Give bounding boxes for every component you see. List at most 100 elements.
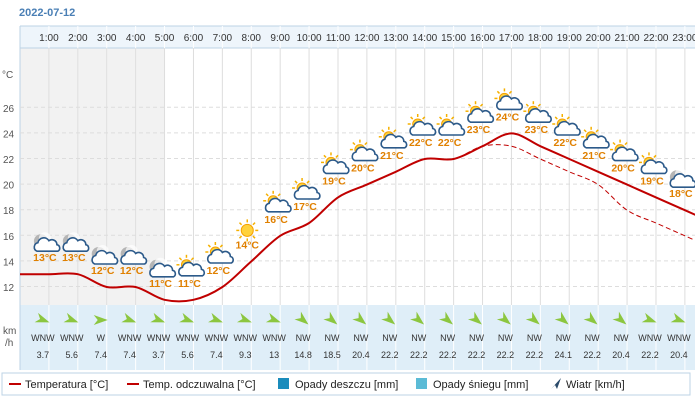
temp-label: 22°C [554, 137, 578, 149]
grid [20, 26, 695, 370]
wind-speed: 7.4 [94, 350, 107, 360]
temperature-lines [20, 132, 695, 303]
y-tick-label: 26 [3, 104, 15, 115]
wind-arrow-shape [323, 311, 338, 325]
hour-label: 15:00 [441, 33, 466, 44]
cloud-shape [380, 133, 408, 149]
cloud-shape [322, 159, 350, 175]
wind-speed: 18.5 [323, 350, 341, 360]
sun-ray [422, 116, 426, 120]
wind-arrow-shape [381, 311, 396, 325]
sun-ray [410, 116, 414, 120]
hour-label: 18:00 [528, 33, 553, 44]
wind-direction: NW [440, 333, 455, 343]
partly-cloudy-day-icon [407, 114, 437, 136]
wind-speed: 20.4 [352, 350, 370, 360]
cloud-shape [33, 237, 61, 252]
wind-arrow-shape [410, 311, 425, 325]
partly-cloudy-day-icon [320, 152, 350, 175]
hour-header-band [20, 26, 695, 48]
wind-direction: NW [614, 333, 629, 343]
temp-label: 12°C [207, 265, 231, 277]
hour-label: 20:00 [586, 33, 611, 44]
hour-label: 9:00 [270, 33, 290, 44]
wind-speed: 22.2 [410, 350, 428, 360]
partly-cloudy-night-icon [62, 232, 90, 252]
wind-arrow-shape [496, 311, 511, 325]
partly-cloudy-night-icon [91, 245, 119, 265]
sun-ray [583, 129, 587, 133]
cloud-shape [62, 237, 90, 252]
temp-label: 13°C [33, 252, 57, 264]
y-axis-unit: °C [2, 70, 13, 81]
temp-label: 19°C [640, 175, 664, 187]
wind-arrow-icon [265, 312, 281, 323]
sun-ray [496, 90, 501, 94]
y-tick-label: 12 [3, 283, 15, 294]
wind-arrow-icon [641, 312, 657, 323]
wind-arrow-shape [236, 312, 252, 323]
sun-ray [252, 222, 256, 226]
partly-cloudy-day-icon [436, 114, 466, 136]
hour-label: 11:00 [326, 33, 351, 44]
wind-direction: NW [382, 333, 397, 343]
sun-ray [352, 141, 356, 146]
hour-label: 14:00 [412, 33, 437, 44]
temp-label: 17°C [293, 201, 317, 213]
temp-label: 20°C [611, 163, 635, 175]
wind-direction: NW [324, 333, 339, 343]
wind-direction: NW [296, 333, 311, 343]
cloud-shape [409, 120, 437, 136]
temp-label: 22°C [409, 137, 433, 149]
wind-arrow-icon [583, 311, 598, 325]
hour-label: 12:00 [354, 33, 379, 44]
legend: Temperatura [°C] Temp. odczuwalna [°C] Opa… [1, 372, 691, 396]
partly-cloudy-night-icon [149, 257, 177, 278]
wind-arrow-shape [34, 312, 50, 323]
wind-direction: NW [527, 333, 542, 343]
cloud-shape [582, 133, 610, 149]
wind-arrow-icon [294, 311, 309, 325]
wind-speed: 22.2 [526, 350, 544, 360]
legend-label: Temp. odczuwalna [°C] [143, 379, 256, 391]
wind-unit-h: /h [5, 338, 13, 349]
sun-ray [207, 244, 211, 248]
wind-arrow-icon [525, 311, 540, 325]
wind-arrow-icon [121, 312, 137, 323]
sun-ray [190, 257, 195, 261]
legend-box-swatch [278, 378, 289, 389]
wind-arrow-shape [467, 311, 482, 325]
hour-label: 6:00 [184, 33, 204, 44]
wind-arrow-icon [670, 312, 686, 323]
sun-ray [306, 180, 310, 184]
wind-direction: WNW [667, 333, 691, 343]
hour-label: 10:00 [297, 33, 322, 44]
wind-arrow-icon [323, 311, 338, 325]
cloud-shape [149, 262, 177, 278]
sun-ray [238, 222, 243, 226]
wind-arrow-shape [294, 311, 309, 325]
wind-direction: WNW [147, 333, 171, 343]
cloud-shape [120, 249, 148, 265]
wind-arrow-shape [525, 311, 540, 325]
legend-box [1, 372, 691, 396]
temp-label: 13°C [62, 252, 86, 264]
wind-direction: WNW [31, 333, 55, 343]
cloud-shape [467, 108, 495, 123]
partly-cloudy-night-icon [33, 232, 61, 252]
hour-label: 21:00 [615, 33, 640, 44]
wind-arrow-shape [352, 311, 367, 325]
cloud-shape [293, 184, 321, 200]
chart-title-date: 2022-07-12 [19, 7, 75, 19]
hour-label: 22:00 [643, 33, 668, 44]
temp-label: 12°C [91, 265, 115, 277]
temp-label: 21°C [582, 150, 606, 162]
hour-label: 1:00 [39, 33, 59, 44]
wind-speed: 7.4 [210, 350, 223, 360]
sun-ray [219, 244, 223, 248]
wind-arrow-shape [121, 312, 137, 323]
cloud-shape [611, 146, 639, 162]
wind-speed: 22.2 [468, 350, 486, 360]
partly-cloudy-day-icon [205, 242, 234, 264]
